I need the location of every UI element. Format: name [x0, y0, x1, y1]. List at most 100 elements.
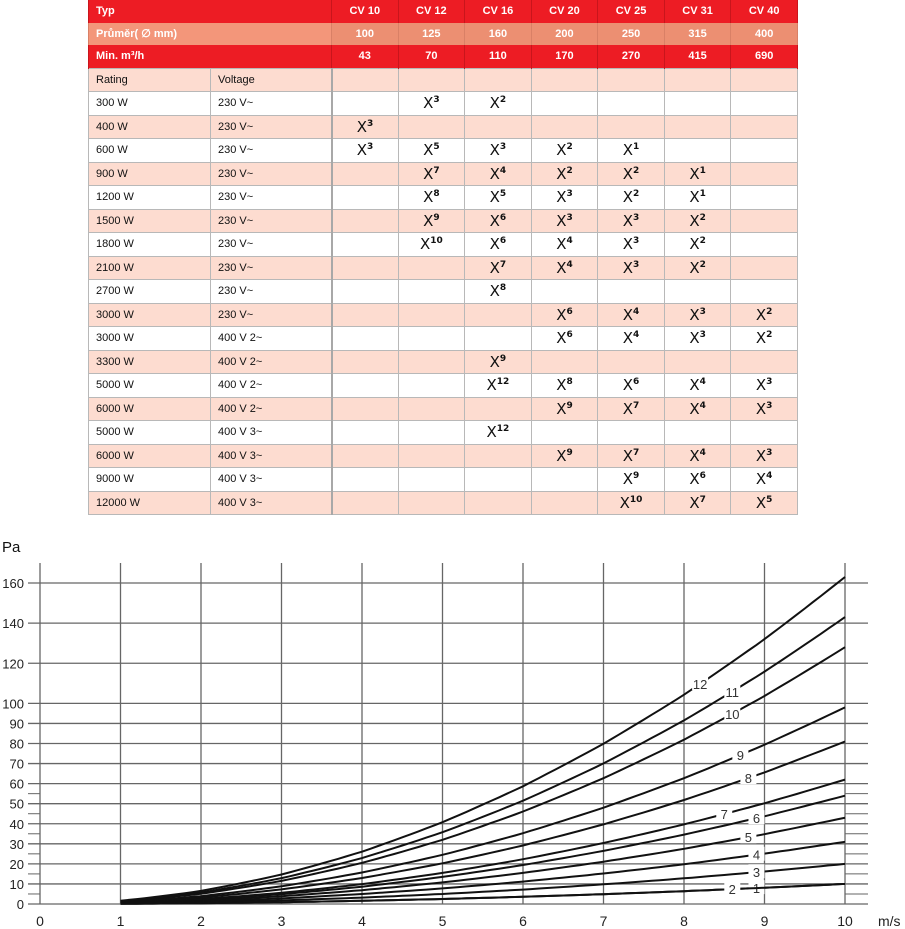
mark-letter: X: [423, 94, 434, 113]
mark-letter: X: [622, 329, 634, 348]
compatibility-mark: X3: [730, 443, 798, 468]
curve-label-bg: [724, 881, 741, 896]
mark-letter: X: [486, 376, 497, 395]
empty-cell: [464, 326, 532, 351]
table-row: 9000 W 400 V 3~ X9 X6 X4: [88, 467, 798, 492]
empty-cell: [530, 467, 599, 492]
diameter-row-cell: 315: [663, 22, 732, 45]
compatibility-mark: X4: [597, 302, 665, 327]
curve-label: 12: [693, 677, 707, 692]
empty-cell: [730, 232, 798, 257]
x-mark: X3: [689, 306, 706, 324]
curve-number: 3: [566, 212, 573, 223]
voltage-cell: 400 V 3~: [210, 443, 333, 468]
empty-cell: [331, 185, 399, 210]
mark-letter: X: [356, 141, 368, 160]
mark-letter: X: [755, 470, 767, 489]
curve-number: 2: [699, 259, 706, 270]
diameter-row-cell: 250: [597, 22, 665, 45]
compatibility-mark: X3: [464, 138, 532, 163]
empty-cell: [397, 420, 466, 445]
x-mark: X3: [490, 141, 507, 159]
empty-cell: [397, 326, 466, 351]
mark-letter: X: [556, 399, 567, 418]
curve-label-bg: [748, 846, 765, 861]
table-row: 5000 W 400 V 2~ X12 X8 X6 X4 X3: [88, 373, 798, 398]
curve-number: 2: [699, 212, 706, 223]
x-mark: X6: [689, 470, 706, 488]
model-row-cell: CV 16: [464, 0, 532, 23]
empty-cell: [530, 91, 599, 116]
mark-letter: X: [556, 164, 567, 183]
x-mark: X1: [623, 141, 640, 159]
empty-cell: [397, 467, 466, 492]
x-mark: X1: [689, 165, 706, 183]
curve-number: 3: [633, 212, 640, 223]
empty-cell: [331, 302, 399, 327]
x-mark: X2: [623, 165, 640, 183]
mark-letter: X: [622, 399, 634, 418]
x-tick-label: 5: [439, 913, 447, 929]
mark-letter: X: [755, 399, 767, 418]
curve-number: 10: [430, 236, 443, 247]
compatibility-mark: X3: [331, 138, 399, 163]
empty-cell: [730, 138, 798, 163]
compatibility-mark: X1: [663, 185, 732, 210]
x-mark: X7: [623, 400, 640, 418]
voltage-cell: 230 V~: [210, 161, 333, 186]
x-mark: X8: [556, 376, 573, 394]
x-tick-label: 9: [761, 913, 769, 929]
compatibility-mark: X7: [464, 255, 532, 280]
mark-letter: X: [556, 305, 567, 324]
model-row: Typ CV 10 CV 12 CV 16 CV 20 CV 25 CV 31 CV 40: [88, 0, 798, 23]
curve-number: 2: [766, 306, 773, 317]
rating-cell: 900 W: [88, 161, 211, 186]
curve-number: 8: [499, 283, 507, 294]
curve-number: 12: [496, 377, 510, 388]
empty-cell: [530, 114, 599, 139]
mark-letter: X: [689, 399, 700, 418]
mark-letter: X: [489, 94, 500, 113]
empty-cell: [464, 467, 532, 492]
curve-number: 8: [433, 189, 440, 200]
x-mark: X3: [556, 212, 573, 230]
diameter-row-cell: 400: [730, 22, 798, 45]
voltage-cell: 230 V~: [210, 302, 333, 327]
curve-number: 7: [699, 494, 706, 505]
curve-number: 2: [566, 165, 573, 176]
x-tick-label: 8: [680, 913, 688, 929]
x-mark: X3: [756, 447, 773, 465]
compatibility-mark: X6: [597, 373, 665, 398]
x-mark: X3: [756, 376, 773, 394]
empty-cell: [331, 467, 399, 492]
rating-cell: 12000 W: [88, 490, 211, 515]
mark-letter: X: [689, 258, 700, 277]
compatibility-mark: X9: [530, 443, 599, 468]
empty-cell: [597, 91, 665, 116]
voltage-cell: 230 V~: [210, 138, 333, 163]
x-mark: X3: [623, 259, 640, 277]
min-flow-row-cell: 270: [597, 45, 665, 68]
rating-cell: 300 W: [88, 91, 211, 116]
empty-cell: [331, 255, 399, 280]
y-tick-label: 60: [10, 777, 24, 792]
mark-letter: X: [689, 329, 700, 348]
curve-number: 9: [566, 400, 573, 411]
x-mark: X2: [689, 259, 706, 277]
x-mark: X8: [490, 282, 507, 300]
mark-letter: X: [622, 376, 634, 395]
voltage-cell: 400 V 3~: [210, 420, 333, 445]
curve-number: 3: [633, 236, 640, 247]
x-tick-label: 7: [600, 913, 608, 929]
compatibility-mark: X7: [397, 161, 466, 186]
rating-cell: 1500 W: [88, 208, 211, 233]
x-mark: X4: [689, 400, 706, 418]
mark-letter: X: [622, 188, 634, 207]
x-mark: X3: [357, 141, 374, 159]
compatibility-mark: X5: [464, 185, 532, 210]
compatibility-mark: X3: [597, 208, 665, 233]
mark-letter: X: [419, 235, 431, 254]
empty-cell: [663, 349, 732, 374]
voltage-cell: 230 V~: [210, 208, 333, 233]
mark-letter: X: [689, 493, 700, 512]
